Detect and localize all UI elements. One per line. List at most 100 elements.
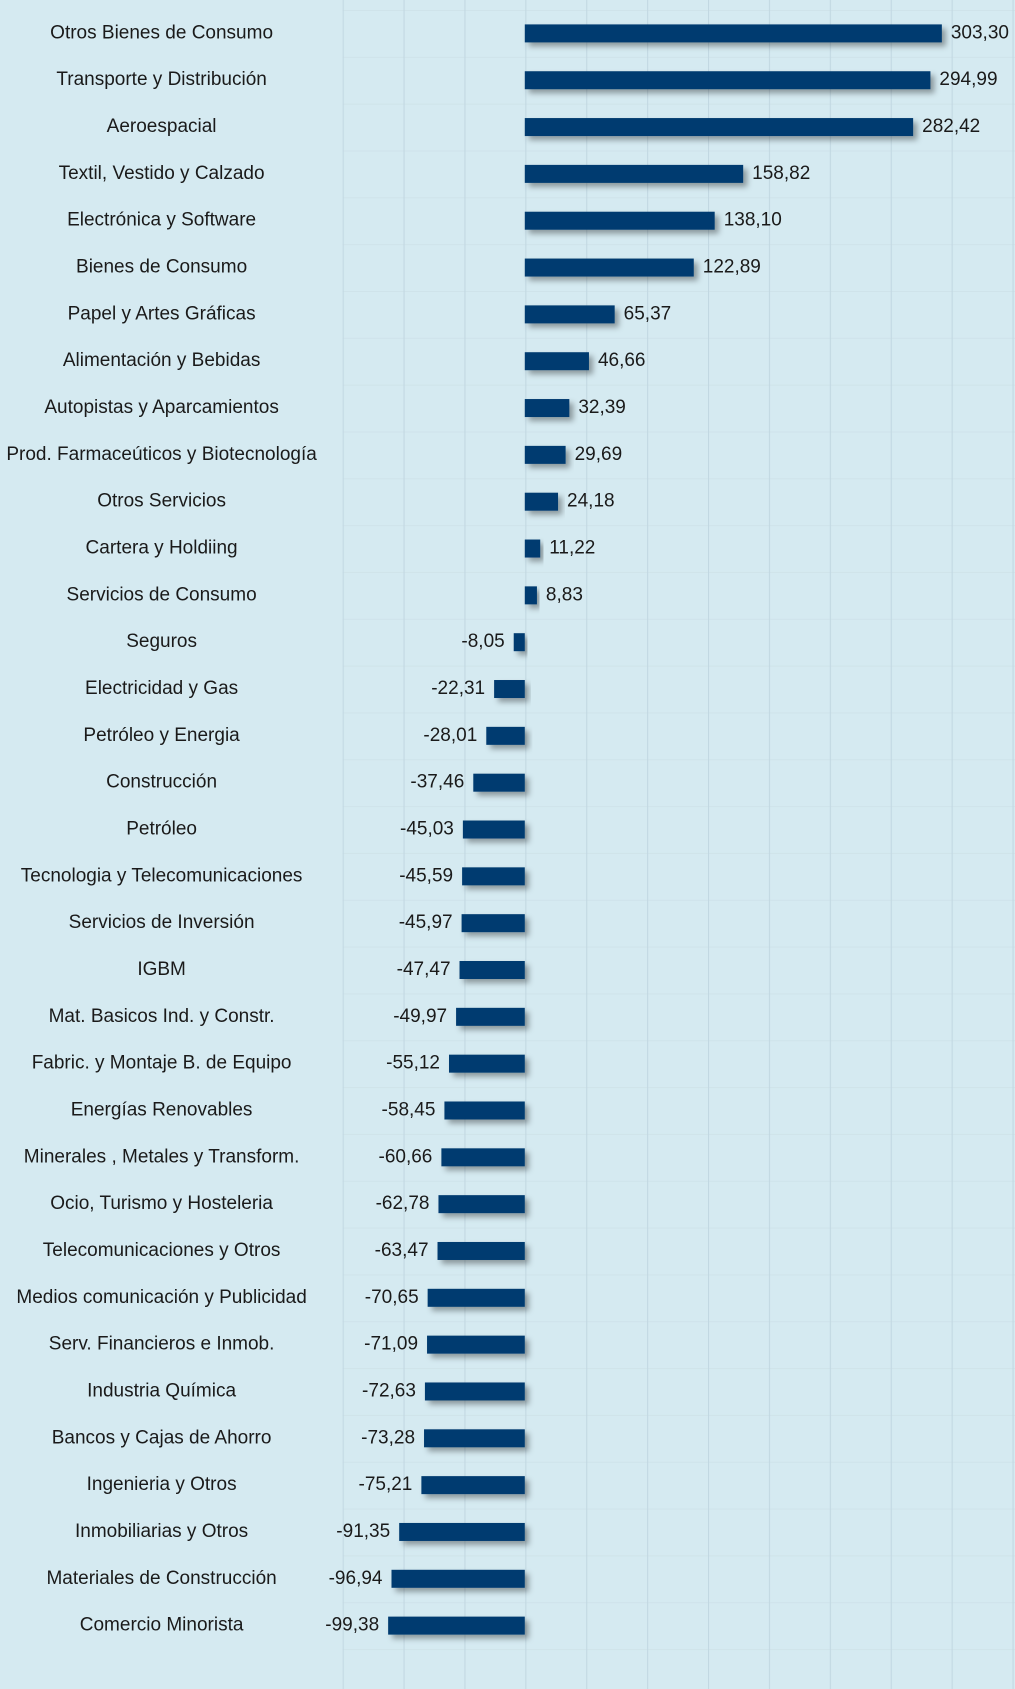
category-label: Petróleo y Energia [83,725,240,746]
bars [388,24,942,1635]
bar [449,1054,525,1073]
value-label: -60,66 [379,1146,433,1167]
value-label: -73,28 [361,1427,415,1448]
value-label: 138,10 [724,210,782,231]
bar [524,445,566,464]
category-label: Papel y Artes Gráficas [68,303,256,324]
bar [437,1241,525,1260]
category-label: Bienes de Consumo [76,257,247,278]
value-label: -47,47 [397,959,451,980]
bar [444,1101,525,1120]
category-label: Industria Química [87,1380,236,1401]
category-label: Otros Bienes de Consumo [50,22,273,43]
category-label: Mat. Basicos Ind. y Constr. [49,1006,275,1027]
bar [524,539,541,558]
bar [421,1476,525,1495]
value-label: 303,30 [951,22,1009,43]
category-label: Telecomunicaciones y Otros [43,1240,281,1261]
bar [513,633,525,652]
category-label: Ingenieria y Otros [87,1474,237,1495]
bar [524,305,615,324]
category-label: Comercio Minorista [80,1615,244,1636]
bar [524,211,715,230]
category-label: Servicios de Consumo [67,584,257,605]
value-label: 8,83 [546,584,583,605]
bar [462,867,525,886]
category-label: Textil, Vestido y Calzado [59,163,265,184]
category-label: Alimentación y Bebidas [63,350,261,371]
value-label: 32,39 [578,397,626,418]
category-label: Autopistas y Aparcamientos [44,397,278,418]
bar [524,71,931,90]
bar [524,492,559,511]
category-label: Energías Renovables [71,1100,253,1121]
value-label: -8,05 [461,631,504,652]
category-label: Fabric. y Montaje B. de Equipo [32,1053,292,1074]
bar [427,1288,525,1307]
category-label: Servicios de Inversión [69,912,255,933]
value-label: 294,99 [939,69,997,90]
bar [524,24,942,43]
bar [486,726,525,745]
category-label: Electrónica y Software [67,210,256,231]
value-label: 65,37 [624,303,672,324]
category-label: Petróleo [126,819,197,840]
value-label: -99,38 [325,1615,379,1636]
bar [524,118,914,137]
bar [473,773,525,792]
bar [456,1007,525,1026]
value-label: 24,18 [567,491,615,512]
bar [461,914,525,933]
category-label: Bancos y Cajas de Ahorro [52,1427,272,1448]
category-label: Seguros [126,631,197,652]
category-label: Tecnologia y Telecomunicaciones [21,865,303,886]
category-label: Materiales de Construcción [46,1568,276,1589]
value-label: 11,22 [549,538,595,559]
value-label: 46,66 [598,350,646,371]
value-label: -75,21 [359,1474,413,1495]
value-label: -45,03 [400,819,454,840]
value-label: 282,42 [922,116,980,137]
bar [524,164,744,183]
category-label: Serv. Financieros e Inmob. [49,1334,275,1355]
value-label: -45,59 [399,865,453,886]
value-label: -71,09 [364,1334,418,1355]
bar [524,586,537,605]
value-label: -63,47 [375,1240,429,1261]
value-label: -62,78 [376,1193,430,1214]
bar [391,1569,525,1588]
bar [459,961,525,979]
value-label: -28,01 [423,725,477,746]
bar [441,1148,525,1167]
category-label: Transporte y Distribución [56,69,266,90]
category-label: Electricidad y Gas [85,678,238,699]
bar [462,820,525,839]
value-label: -70,65 [365,1287,419,1308]
value-label: -96,94 [329,1568,383,1589]
category-label: IGBM [137,959,186,980]
bar [494,680,525,699]
category-label: Cartera y Holdiing [86,538,238,559]
category-label: Inmobiliarias y Otros [75,1521,248,1542]
value-label: 122,89 [703,257,761,278]
category-label: Ocio, Turismo y Hosteleria [50,1193,273,1214]
bar [524,352,589,371]
value-label: -37,46 [410,772,464,793]
bar [424,1429,525,1448]
column-grid [342,0,1015,1689]
bar [424,1382,525,1401]
value-label: -72,63 [362,1380,416,1401]
category-label: Construcción [106,772,217,793]
bar [388,1616,525,1635]
bar [399,1522,525,1541]
value-label: 158,82 [752,163,810,184]
bar [427,1335,525,1354]
bar [438,1195,525,1214]
value-label: -45,97 [399,912,453,933]
category-label: Minerales , Metales y Transform. [24,1146,300,1167]
bar [524,399,570,418]
value-label: -55,12 [386,1053,440,1074]
value-label: -58,45 [382,1100,436,1121]
value-label: 29,69 [575,444,623,465]
